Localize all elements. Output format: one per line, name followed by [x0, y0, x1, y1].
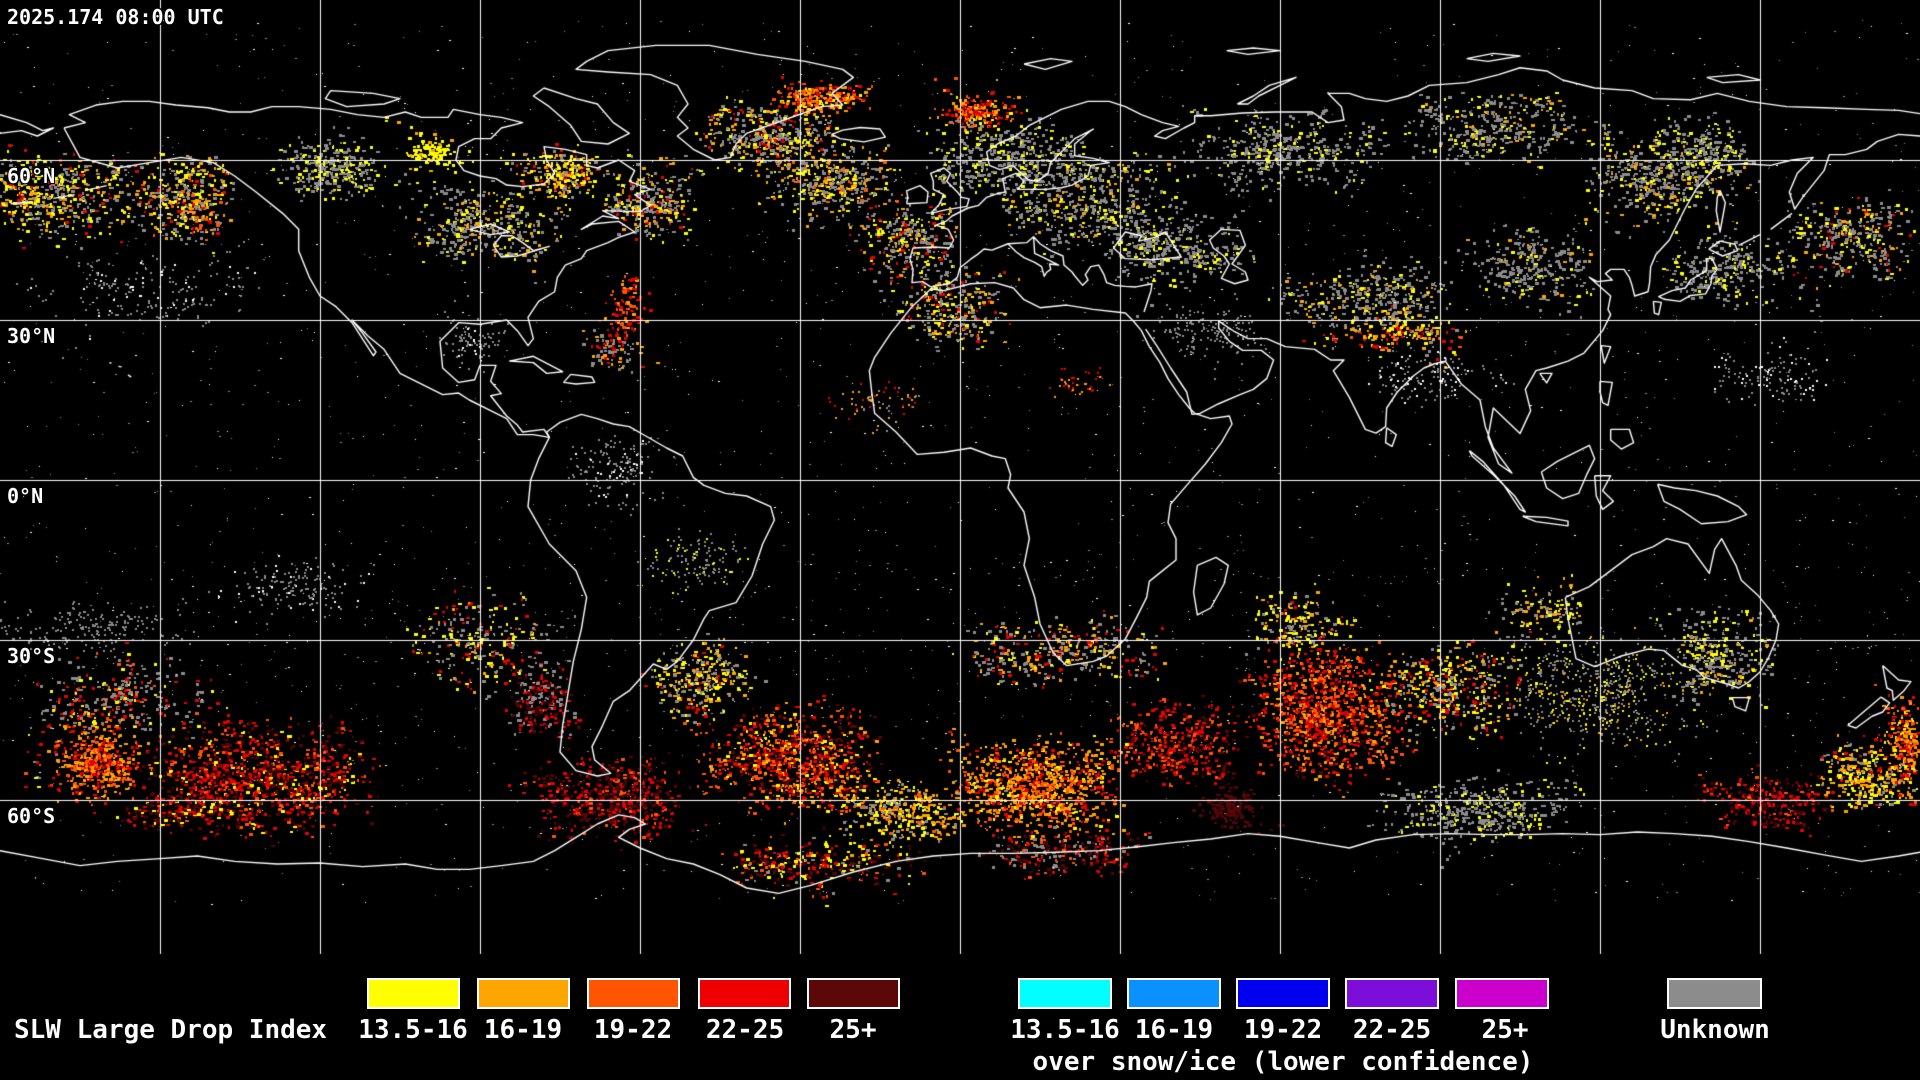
timestamp-label: 2025.174 08:00 UTC — [7, 5, 224, 29]
lat-label-30s: 30°S — [7, 644, 56, 668]
lat-label-60n: 60°N — [7, 164, 56, 188]
lat-label-60s: 60°S — [7, 804, 56, 828]
lat-label-30n: 30°N — [7, 324, 56, 348]
lat-label-0n: 0°N — [7, 484, 44, 508]
